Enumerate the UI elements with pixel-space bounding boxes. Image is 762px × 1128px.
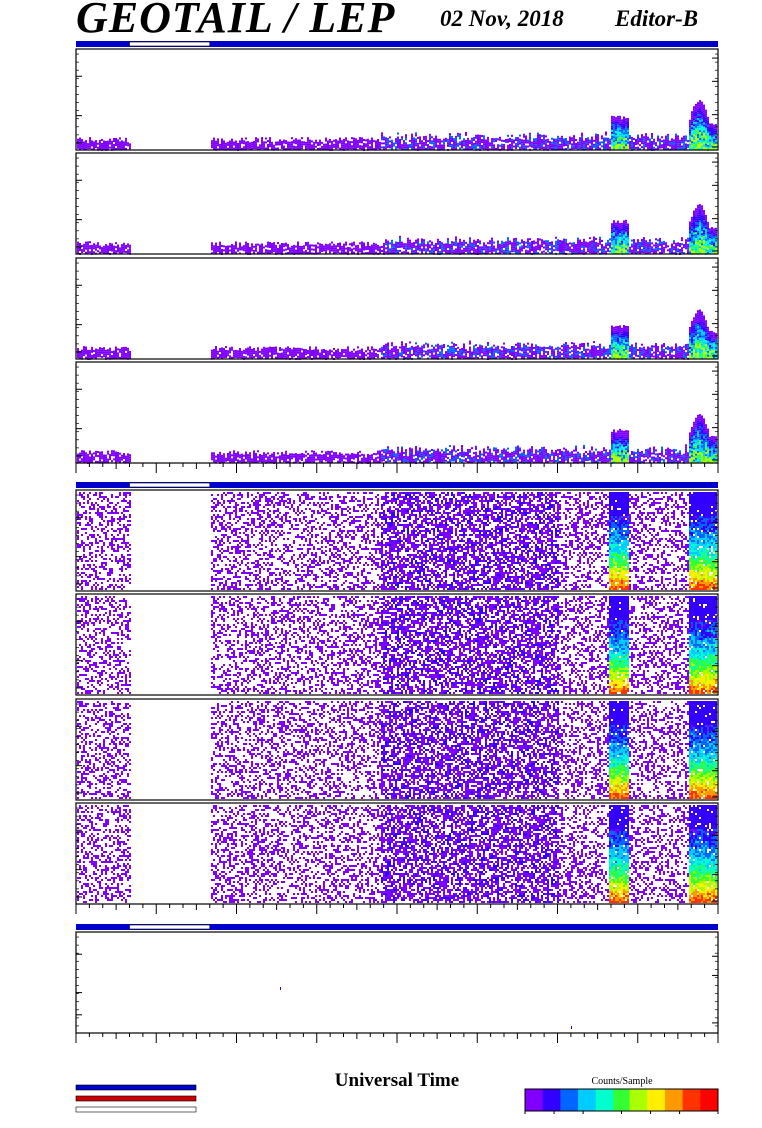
- lack-of-data-bar-1: [130, 483, 210, 487]
- legend-swatch-0: [76, 1085, 196, 1090]
- legend-swatch-1: [76, 1096, 196, 1101]
- x-axis-title: Universal Time: [335, 1070, 459, 1092]
- lack-of-data-bar-2: [130, 925, 210, 929]
- panel-frame-2-0: [76, 932, 718, 1033]
- legend-swatch-2: [76, 1107, 196, 1112]
- lack-of-data-bar-0: [130, 42, 210, 46]
- colorbar-title: Counts/Sample: [591, 1076, 652, 1087]
